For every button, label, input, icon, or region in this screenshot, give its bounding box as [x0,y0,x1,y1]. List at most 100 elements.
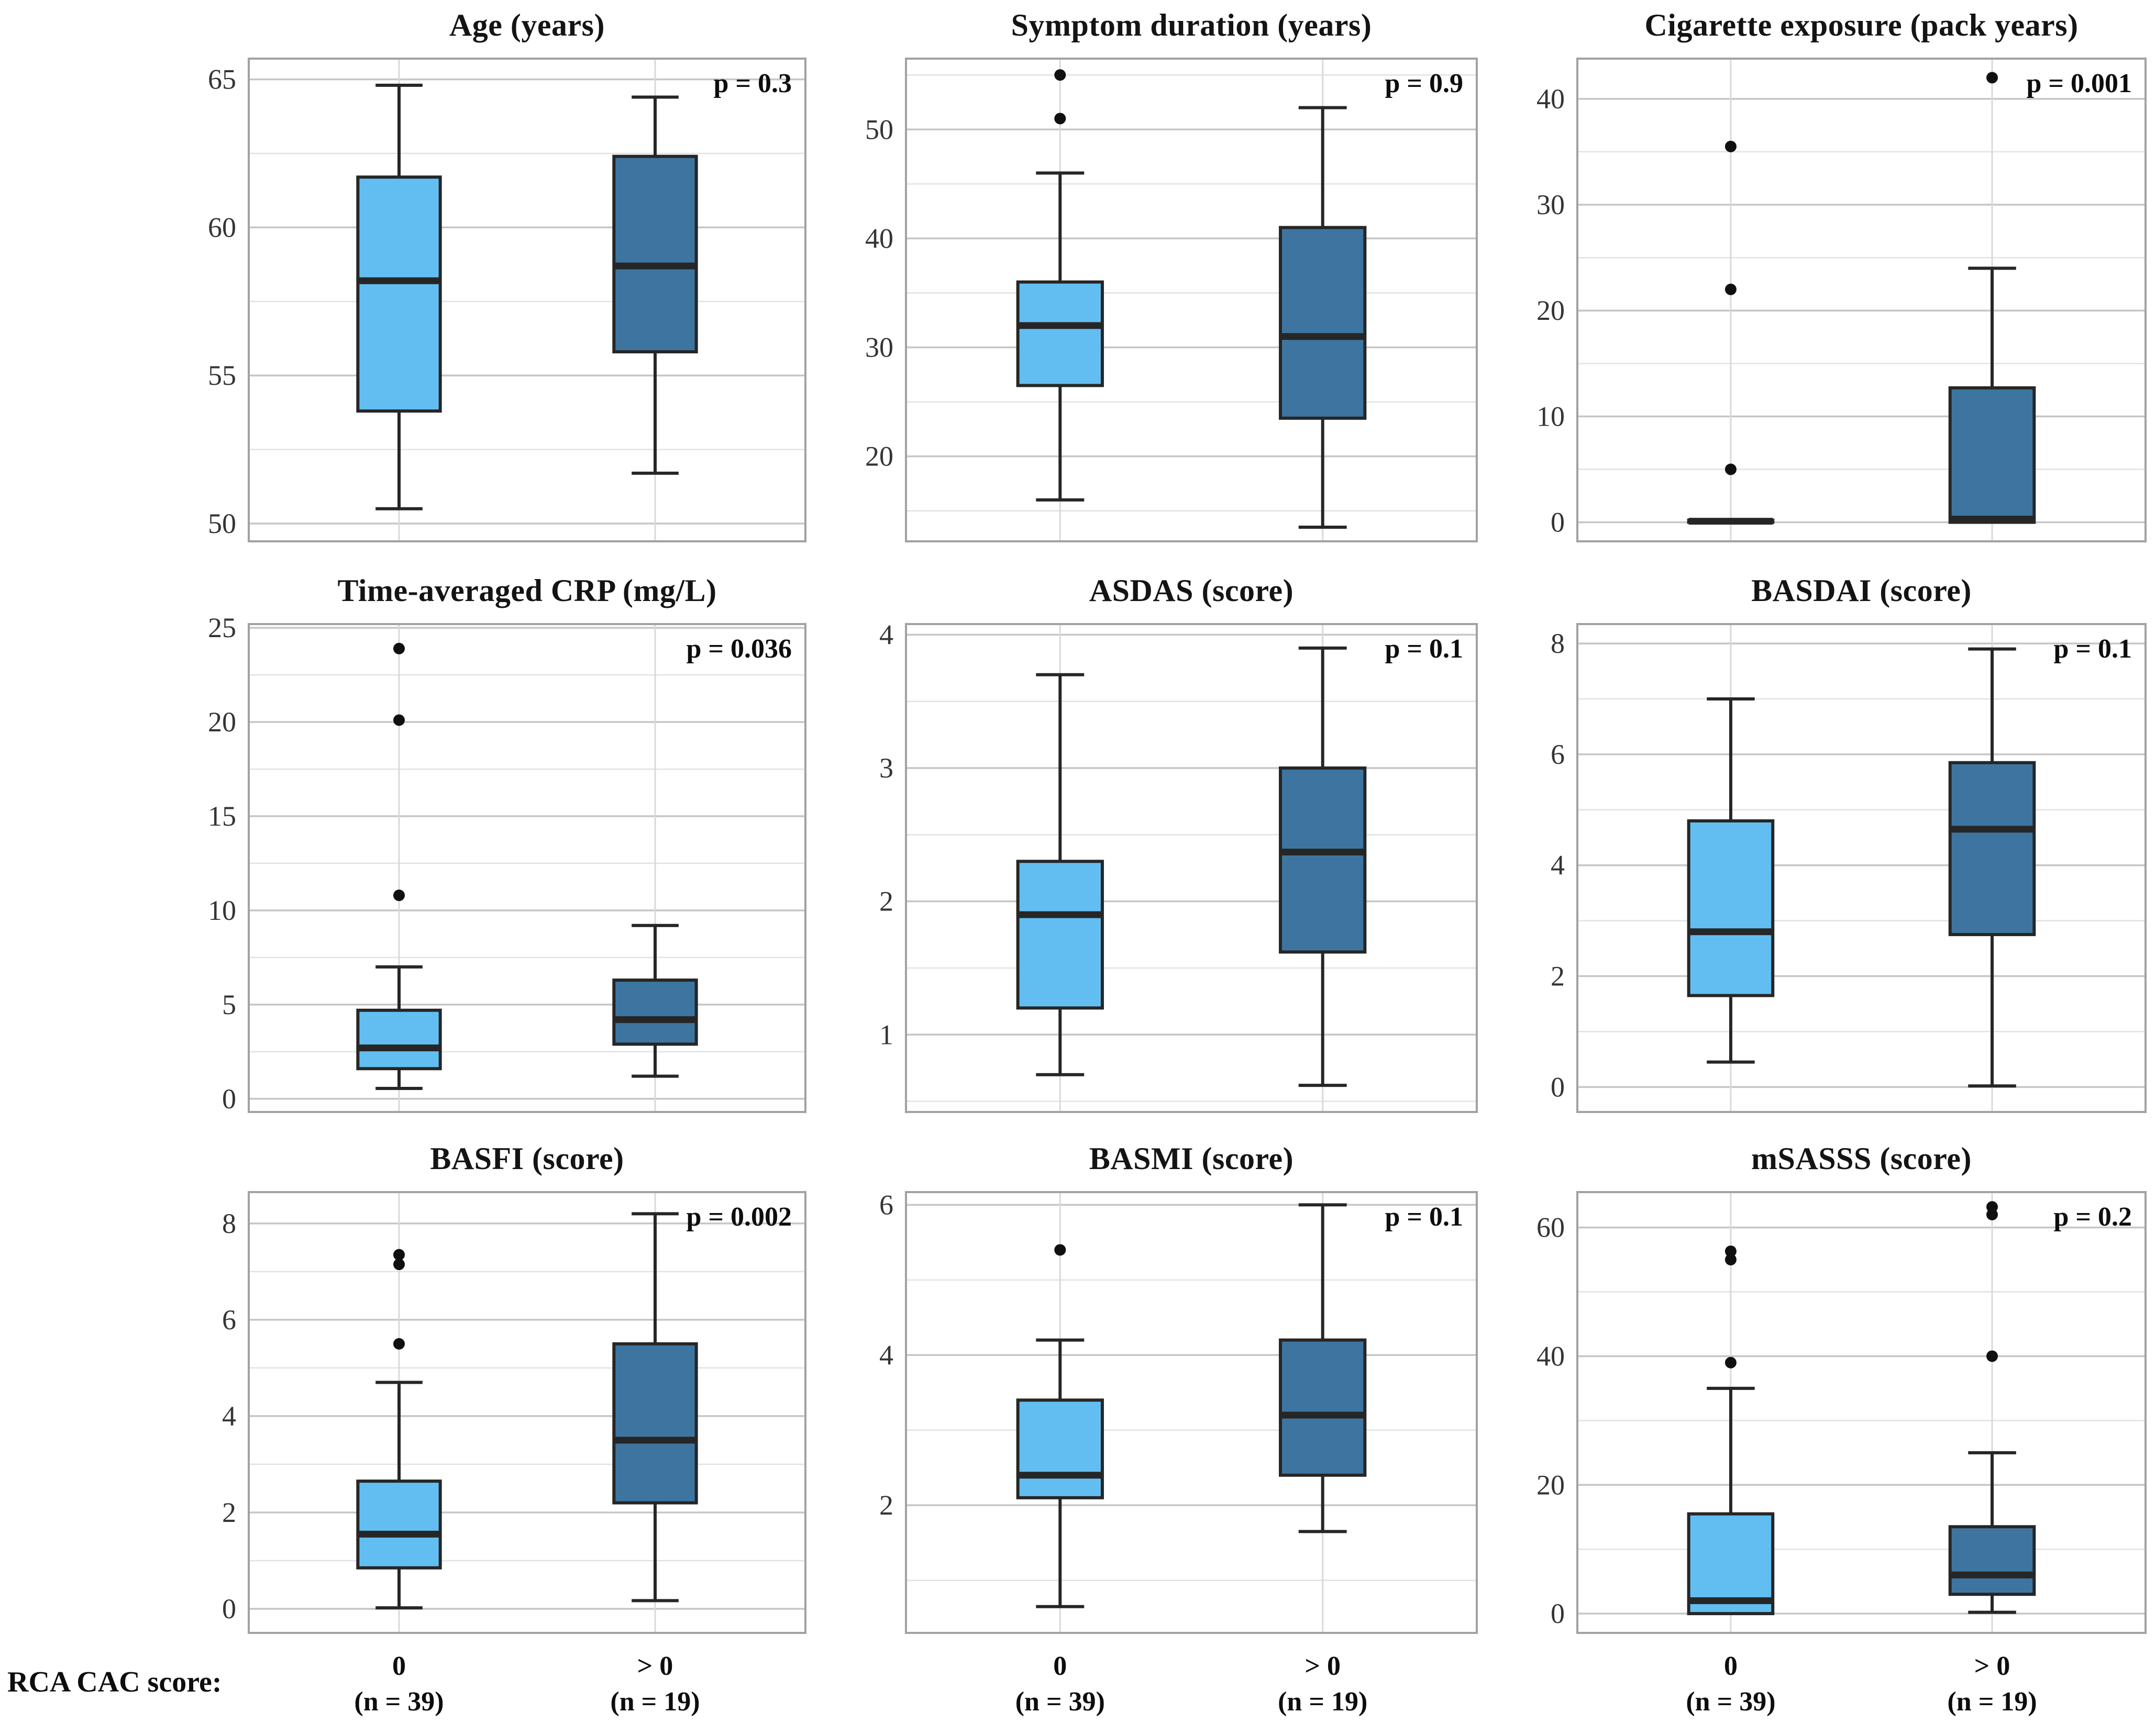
svg-text:5: 5 [222,989,236,1020]
p-value-label: p = 0.036 [686,634,792,664]
group-label-zero: 0 (n = 39) [1686,1649,1775,1719]
svg-text:40: 40 [1536,83,1565,115]
p-value-label: p = 0.2 [2053,1202,2132,1232]
group-label-line2: (n = 19) [1278,1686,1368,1717]
boxplot-basdai-chart: 0 2 4 6 8 p = 0.1 [1551,623,2147,1113]
group-label-zero: 0 (n = 39) [1015,1649,1105,1719]
group-label-gt-zero: > 0 (n = 19) [610,1649,700,1719]
panel-title-asdas: ASDAS (score) [1089,573,1294,608]
panel-basfi: BASFI (score) 0 2 4 6 8 p = 0.002 [0,1133,816,1647]
svg-text:0: 0 [1551,1598,1565,1629]
panel-title-basdai: BASDAI (score) [1751,573,1972,608]
boxplot-basmi-chart: 2 4 6 p = 0.1 [879,1189,1478,1634]
p-value-label: p = 0.1 [2053,634,2132,664]
panel-title-symptom-duration: Symptom duration (years) [1011,8,1372,42]
svg-text:0: 0 [222,1083,236,1115]
svg-text:20: 20 [208,706,236,738]
group-label-gt-zero: > 0 (n = 19) [1278,1649,1367,1719]
group-label-line1: 0 [1053,1651,1067,1681]
svg-text:6: 6 [222,1304,236,1336]
svg-text:8: 8 [1551,628,1565,659]
svg-text:30: 30 [865,332,893,363]
group-label-line1: > 0 [1974,1651,2010,1681]
svg-text:50: 50 [865,114,893,145]
footer-cell-col1: 0 (n = 39) > 0 (n = 19) [0,1647,816,1724]
p-value-label: p = 0.1 [1385,1202,1463,1232]
svg-text:2: 2 [879,1489,893,1521]
panel-cigarette-exposure: Cigarette exposure (pack years) 0 10 20 30 4… [1487,0,2156,565]
boxplot-asdas-chart: 1 2 3 4 p = 0.1 [879,619,1478,1113]
panel-title-msasss: mSASSS (score) [1751,1141,1972,1176]
p-value-label: p = 0.9 [1385,69,1463,98]
p-value-label: p = 0.3 [713,69,792,98]
svg-text:2: 2 [1551,961,1565,992]
svg-text:2: 2 [222,1497,236,1528]
svg-text:6: 6 [879,1189,893,1220]
svg-text:40: 40 [1536,1340,1565,1372]
svg-text:20: 20 [1536,1469,1565,1500]
footer-cell-col2: 0 (n = 39) > 0 (n = 19) [816,1647,1487,1724]
panel-crp: Time-averaged CRP (mg/L) 0 5 10 15 20 25 p = 0… [0,565,816,1133]
svg-text:25: 25 [208,618,236,643]
group-label-line1: > 0 [637,1651,673,1681]
panel-title-cigarette-exposure: Cigarette exposure (pack years) [1644,8,2078,42]
svg-text:10: 10 [208,895,236,926]
panel-title-crp: Time-averaged CRP (mg/L) [337,573,717,608]
svg-text:15: 15 [208,800,236,832]
group-label-gt-zero: > 0 (n = 19) [1947,1649,2037,1719]
group-label-line1: 0 [392,1651,406,1681]
panel-symptom-duration: Symptom duration (years) 20 30 40 50 p = 0.9 [816,0,1487,565]
svg-text:3: 3 [879,752,893,784]
svg-text:1: 1 [879,1019,893,1050]
panel-title-basfi: BASFI (score) [430,1141,624,1176]
svg-text:0: 0 [1551,507,1565,538]
svg-text:60: 60 [1536,1212,1565,1243]
svg-text:0: 0 [1551,1071,1565,1103]
svg-text:50: 50 [208,508,236,539]
panel-basdai: BASDAI (score) 0 2 4 6 8 p = 0.1 [1487,565,2156,1133]
svg-text:55: 55 [208,360,236,391]
svg-text:40: 40 [865,223,893,254]
panel-msasss: mSASSS (score) 0 20 40 60 p = 0.2 [1487,1133,2156,1647]
svg-text:65: 65 [208,64,236,95]
group-label-zero: 0 (n = 39) [354,1649,444,1719]
p-value-label: p = 0.002 [686,1202,792,1232]
svg-text:4: 4 [879,1339,893,1371]
group-label-line2: (n = 39) [1686,1686,1776,1717]
group-label-line2: (n = 19) [1947,1686,2037,1717]
svg-text:60: 60 [208,212,236,243]
p-value-label: p = 0.1 [1385,634,1463,664]
boxplot-symptom-duration-chart: 20 30 40 50 p = 0.9 [865,58,1478,542]
group-label-line2: (n = 39) [354,1686,444,1717]
panel-basmi: BASMI (score) 2 4 6 p = 0.1 [816,1133,1487,1647]
x-axis-footer: RCA CAC score: 0 (n = 39) > 0 (n = 19) 0… [0,1647,2156,1724]
panel-asdas: ASDAS (score) 1 2 3 4 p = 0.1 [816,565,1487,1133]
svg-text:10: 10 [1536,401,1565,432]
svg-text:30: 30 [1536,189,1565,220]
svg-text:4: 4 [879,619,893,650]
group-label-line1: 0 [1723,1651,1738,1681]
group-label-line2: (n = 39) [1015,1686,1105,1717]
group-label-line1: > 0 [1304,1651,1341,1681]
x-axis-caption: RCA CAC score: [7,1666,222,1699]
panel-title-basmi: BASMI (score) [1089,1141,1294,1176]
panel-age: Age (years) 50 55 60 65 p = 0.3 [0,0,816,565]
svg-text:2: 2 [879,886,893,917]
boxplot-cigarette-exposure-chart: 0 10 20 30 40 p = 0.001 [1536,58,2147,542]
svg-text:8: 8 [222,1208,236,1239]
svg-text:20: 20 [1536,295,1565,326]
boxplot-msasss-chart: 0 20 40 60 p = 0.2 [1536,1191,2147,1634]
footer-cell-col3: 0 (n = 39) > 0 (n = 19) [1487,1647,2156,1724]
svg-text:0: 0 [222,1593,236,1625]
svg-text:4: 4 [222,1400,236,1432]
svg-text:4: 4 [1551,850,1565,881]
boxplot-basfi-chart: 0 2 4 6 8 p = 0.002 [222,1191,806,1634]
p-value-label: p = 0.001 [2026,69,2132,98]
group-label-line2: (n = 19) [610,1686,700,1717]
boxplot-crp-chart: 0 5 10 15 20 25 p = 0.036 [208,618,806,1115]
boxplot-age-chart: 50 55 60 65 p = 0.3 [208,58,806,542]
svg-text:20: 20 [865,441,893,472]
panel-title-age: Age (years) [449,8,605,42]
svg-text:6: 6 [1551,739,1565,770]
